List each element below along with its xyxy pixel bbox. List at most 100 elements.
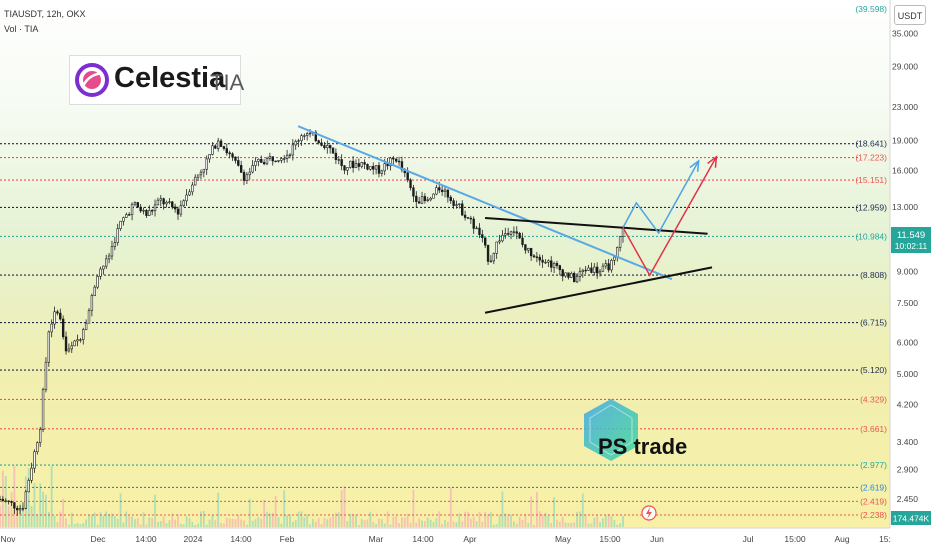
candle-up [547,260,550,263]
volume-bar [96,524,99,527]
volume-bar [389,524,392,527]
candle-up [39,429,42,443]
volume-bar [478,511,481,527]
candle-down [518,232,521,239]
candle-up [84,322,88,330]
volume-bar [200,511,202,527]
volume-bar [45,494,47,527]
candle-down [392,157,395,160]
candle-down [558,265,562,271]
volume-bar [607,513,610,527]
candle-up [251,165,254,173]
volume-bar [223,523,225,527]
volume-bar [616,524,619,527]
volume-bar [593,517,596,527]
candle-down [372,166,375,170]
volume-bar [266,511,268,527]
candle-up [211,145,214,155]
candle-down [469,217,473,220]
candle-down [463,214,467,218]
candle-down [550,260,553,268]
candle-down [262,162,266,165]
volume-bar [369,511,372,527]
volume-bar [0,505,1,527]
candle-down [478,227,481,235]
current-price-tag: 11.549 10:02:11 [891,227,931,253]
volume-bar [573,522,576,527]
volume-bar [136,518,139,527]
ps-trade-watermark [584,399,638,461]
candle-up [581,269,584,272]
candle-down [317,140,320,144]
candle-down [461,203,464,216]
candle-up [156,199,160,206]
volume-bar [260,518,263,527]
volume-bar [352,513,355,527]
candle-up [369,166,372,170]
volume-bar [171,513,174,527]
volume-bar [378,518,380,527]
volume-bar [194,524,197,527]
candle-up [291,144,295,156]
candle-up [354,163,358,168]
volume-bar [314,521,317,527]
candle-down [466,217,470,219]
volume-bar [10,492,13,527]
volume-bar [403,517,406,527]
volume-bar [145,524,148,527]
volume-bar [291,521,294,527]
event-marker[interactable] [641,505,657,521]
volume-bar [484,512,487,527]
volume-bar [446,521,449,527]
candle-down [150,210,154,212]
level-label: (2.238) [860,510,887,520]
lightning-icon [646,507,652,519]
volume-bar [458,513,461,527]
candle-up [205,158,208,170]
candle-up [280,158,283,161]
candle-up [265,158,269,165]
volume-bar [165,523,168,527]
volume-bar [412,489,415,527]
volume-bar [449,487,452,527]
volume-bar [27,468,30,527]
level-label: (3.661) [860,424,887,434]
triangle-upper-line [484,216,708,235]
candle-up [185,194,188,202]
volume-bar [355,514,357,527]
volume-bar [228,518,231,527]
volume-bar [435,518,438,527]
volume-bar [432,522,435,527]
x-tick-label: 14:00 [230,534,252,544]
bullish-projection-arrow-arrowhead [689,159,700,172]
candle-up [47,331,50,363]
candle-down [400,161,404,171]
volume-bar [530,496,533,527]
candle-down [395,158,398,162]
candle-down [535,256,539,258]
candle-up [107,255,111,260]
currency-unit-button[interactable]: USDT [894,5,926,25]
triangle-lower-line [484,266,713,314]
volume-bar [62,498,65,527]
x-tick-label: 2024 [184,534,203,544]
candle-up [202,168,206,173]
candle-down [59,312,62,320]
level-label: (5.120) [860,365,887,375]
candle-down [529,247,533,257]
volume-bar [50,465,53,527]
volume-bar [148,517,151,527]
candle-down [481,234,484,239]
volume-bar [274,495,277,527]
symbol-title[interactable]: TIAUSDT, 12h, OKX [4,9,86,19]
volume-bar [234,519,237,527]
volume-bar [122,522,125,527]
candle-up [426,199,429,202]
volume-bar [323,517,326,527]
candle-up [217,140,220,149]
volume-bar [455,522,458,527]
candle-up [41,389,45,430]
candle-down [595,266,599,274]
candle-up [306,133,309,136]
volume-indicator-title[interactable]: Vol · TIA [4,24,39,34]
